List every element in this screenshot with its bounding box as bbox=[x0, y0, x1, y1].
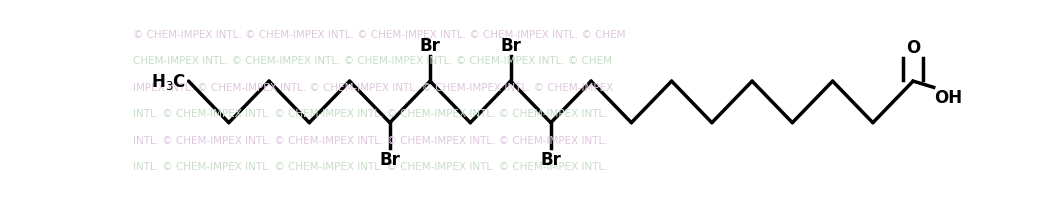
Text: Br: Br bbox=[500, 37, 521, 55]
Text: H$_3$C: H$_3$C bbox=[151, 72, 186, 92]
Text: Br: Br bbox=[379, 150, 400, 168]
Text: OH: OH bbox=[935, 89, 962, 107]
Text: INTL. © CHEM-IMPEX INTL. © CHEM-IMPEX INTL. © CHEM-IMPEX INTL. © CHEM-IMPEX INTL: INTL. © CHEM-IMPEX INTL. © CHEM-IMPEX IN… bbox=[133, 135, 607, 145]
Text: Br: Br bbox=[419, 37, 441, 55]
Text: Br: Br bbox=[541, 150, 562, 168]
Text: INTL. © CHEM-IMPEX INTL. © CHEM-IMPEX INTL. © CHEM-IMPEX INTL. © CHEM-IMPEX INTL: INTL. © CHEM-IMPEX INTL. © CHEM-IMPEX IN… bbox=[133, 109, 607, 119]
Text: © CHEM-IMPEX INTL. © CHEM-IMPEX INTL. © CHEM-IMPEX INTL. © CHEM-IMPEX INTL. © CH: © CHEM-IMPEX INTL. © CHEM-IMPEX INTL. © … bbox=[133, 29, 626, 39]
Text: O: O bbox=[906, 39, 921, 57]
Text: CHEM-IMPEX INTL. © CHEM-IMPEX INTL. © CHEM-IMPEX INTL. © CHEM-IMPEX INTL. © CHEM: CHEM-IMPEX INTL. © CHEM-IMPEX INTL. © CH… bbox=[133, 56, 612, 66]
Text: IMPEX INTL. © CHEM-IMPEX INTL. © CHEM-IMPEX INTL. © CHEM-IMPEX INTL. © CHEM-IMPE: IMPEX INTL. © CHEM-IMPEX INTL. © CHEM-IM… bbox=[133, 82, 613, 92]
Text: INTL. © CHEM-IMPEX INTL. © CHEM-IMPEX INTL. © CHEM-IMPEX INTL. © CHEM-IMPEX INTL: INTL. © CHEM-IMPEX INTL. © CHEM-IMPEX IN… bbox=[133, 162, 607, 171]
